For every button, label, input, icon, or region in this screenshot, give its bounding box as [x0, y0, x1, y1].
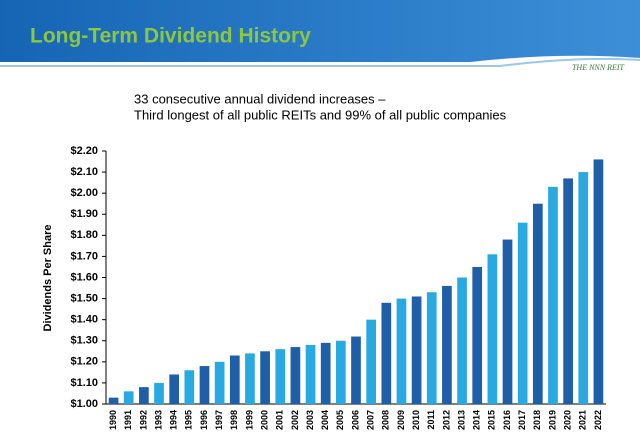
bar	[108, 397, 119, 404]
bar	[320, 342, 331, 404]
bar	[366, 319, 376, 404]
chart-title: Long-Term Dividend History	[30, 25, 311, 48]
bar	[593, 159, 604, 404]
bar	[381, 302, 392, 404]
y-tick-label: $1.90	[70, 208, 98, 220]
bar	[532, 203, 543, 404]
x-tick-label: 2012	[441, 410, 451, 430]
x-tick-label: 2016	[502, 410, 512, 430]
x-tick-label: 2003	[305, 410, 315, 430]
x-tick-label: 1997	[214, 410, 224, 430]
bar	[184, 370, 195, 404]
x-tick-label: 1994	[169, 410, 179, 430]
y-tick-label: $1.70	[70, 250, 98, 262]
bar	[154, 382, 164, 404]
header-swoosh	[0, 57, 640, 67]
subtitle: Third longest of all public REITs and 99…	[134, 107, 507, 122]
bar	[487, 254, 498, 404]
x-tick-label: 1990	[108, 410, 118, 430]
x-tick-label: 2005	[335, 410, 345, 430]
x-tick-label: 2017	[517, 410, 527, 430]
bar	[260, 351, 270, 404]
y-tick-label: $2.00	[70, 187, 98, 199]
y-tick-label: $1.80	[70, 229, 98, 241]
x-tick-label: 2019	[547, 410, 557, 430]
x-tick-label: 2000	[259, 410, 269, 430]
header-band	[0, 0, 640, 62]
y-tick-label: $1.20	[70, 356, 98, 368]
bar	[305, 344, 316, 404]
bar	[502, 239, 513, 404]
x-tick-label: 2022	[593, 410, 603, 430]
y-tick-label: $1.00	[70, 398, 98, 410]
y-tick-label: $1.50	[70, 292, 98, 304]
logo: THE NNN REIT	[572, 63, 625, 72]
bar	[245, 353, 255, 404]
x-tick-label: 2013	[456, 410, 466, 430]
x-tick-label: 1995	[184, 410, 194, 430]
x-tick-label: 2009	[396, 410, 406, 430]
bar	[229, 355, 240, 404]
x-tick-label: 2004	[320, 410, 330, 430]
x-tick-label: 2018	[532, 410, 542, 430]
x-tick-label: 1991	[123, 410, 133, 430]
bar	[457, 277, 467, 404]
bar	[275, 349, 286, 404]
x-tick-label: 2014	[472, 410, 482, 430]
bar	[411, 296, 422, 404]
x-tick-label: 2002	[290, 410, 300, 430]
bar	[442, 285, 452, 404]
bar	[426, 292, 437, 404]
bar	[578, 172, 589, 404]
y-tick-label: $1.30	[70, 335, 98, 347]
y-tick-label: $1.10	[70, 377, 98, 389]
x-tick-label: 2015	[487, 410, 497, 430]
x-tick-label: 1996	[199, 410, 209, 430]
bar	[351, 336, 361, 404]
y-axis-label: Dividends Per Share	[42, 225, 54, 332]
bar	[396, 298, 407, 404]
x-tick-label: 2008	[381, 410, 391, 430]
x-tick-label: 2020	[562, 410, 572, 430]
x-tick-label: 2010	[411, 410, 421, 430]
bar	[548, 186, 558, 404]
y-tick-label: $1.60	[70, 271, 98, 283]
bar	[123, 391, 134, 404]
bar	[214, 361, 225, 404]
x-tick-label: 2001	[275, 410, 285, 430]
bar	[563, 178, 573, 404]
x-tick-label: 1993	[153, 410, 163, 430]
x-tick-label: 2021	[578, 410, 588, 430]
bar	[290, 347, 301, 404]
x-tick-label: 2007	[366, 410, 376, 430]
y-tick-label: $2.20	[70, 145, 98, 157]
x-tick-label: 1999	[244, 410, 254, 430]
bar	[139, 387, 149, 404]
subtitle: 33 consecutive annual dividend increases…	[134, 91, 386, 106]
bar	[199, 366, 210, 404]
x-tick-label: 2006	[350, 410, 360, 430]
x-tick-label: 2011	[426, 410, 436, 430]
x-tick-label: 1992	[138, 410, 148, 430]
bar	[169, 374, 180, 404]
bar	[336, 340, 346, 404]
bar	[517, 222, 528, 404]
bar	[472, 266, 483, 404]
x-tick-label: 1998	[229, 410, 239, 430]
y-tick-label: $1.40	[70, 314, 98, 326]
y-tick-label: $2.10	[70, 166, 98, 178]
